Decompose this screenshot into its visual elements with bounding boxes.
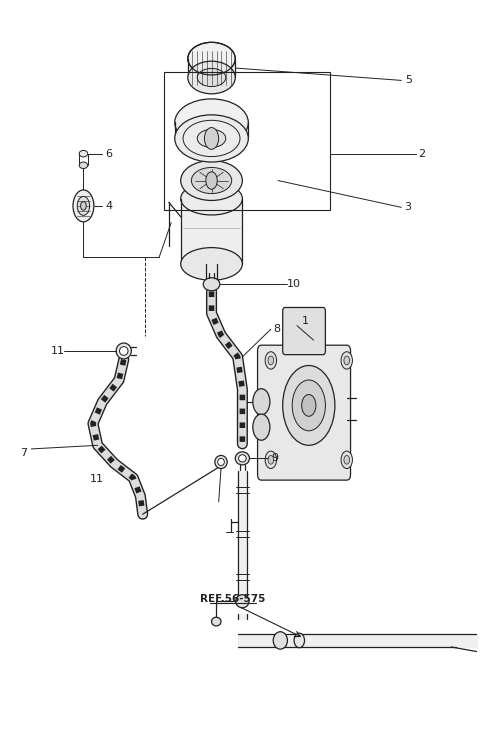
Circle shape <box>206 172 217 189</box>
Text: 5: 5 <box>405 75 412 86</box>
Circle shape <box>344 455 349 464</box>
Ellipse shape <box>188 42 235 75</box>
Ellipse shape <box>236 595 249 607</box>
Ellipse shape <box>203 278 220 291</box>
Text: 11: 11 <box>51 346 65 356</box>
Ellipse shape <box>120 346 128 355</box>
Text: 11: 11 <box>90 474 104 485</box>
Ellipse shape <box>116 343 132 359</box>
Ellipse shape <box>273 632 288 649</box>
Text: 3: 3 <box>404 202 411 212</box>
Ellipse shape <box>235 452 250 465</box>
Circle shape <box>253 389 270 414</box>
Circle shape <box>292 380 325 431</box>
Ellipse shape <box>294 633 304 648</box>
Text: 8: 8 <box>274 325 281 334</box>
Ellipse shape <box>197 69 226 86</box>
Circle shape <box>204 127 219 149</box>
FancyBboxPatch shape <box>283 308 325 355</box>
Circle shape <box>341 451 352 469</box>
Ellipse shape <box>180 161 242 200</box>
Circle shape <box>301 395 316 416</box>
Text: 6: 6 <box>106 148 112 159</box>
Ellipse shape <box>180 182 242 215</box>
Circle shape <box>268 455 274 464</box>
Circle shape <box>344 356 349 365</box>
Ellipse shape <box>175 115 248 162</box>
FancyBboxPatch shape <box>258 345 350 480</box>
Ellipse shape <box>79 162 88 169</box>
Circle shape <box>268 356 274 365</box>
Text: REF.56-575: REF.56-575 <box>200 594 265 604</box>
Text: 10: 10 <box>287 279 300 289</box>
Bar <box>164 72 330 210</box>
Circle shape <box>283 366 335 445</box>
Circle shape <box>341 352 352 369</box>
Ellipse shape <box>175 99 248 146</box>
Text: 4: 4 <box>106 201 113 211</box>
Circle shape <box>77 197 90 216</box>
Circle shape <box>265 451 276 469</box>
Text: 2: 2 <box>418 148 425 159</box>
Text: 7: 7 <box>21 447 28 458</box>
Circle shape <box>253 414 270 440</box>
Ellipse shape <box>218 458 224 466</box>
Text: 9: 9 <box>271 453 278 463</box>
Ellipse shape <box>197 129 226 148</box>
Ellipse shape <box>180 248 242 280</box>
Ellipse shape <box>215 455 227 469</box>
Circle shape <box>265 352 276 369</box>
Bar <box>180 199 242 264</box>
Circle shape <box>81 202 86 211</box>
Ellipse shape <box>239 455 246 462</box>
Ellipse shape <box>192 167 232 194</box>
Ellipse shape <box>188 61 235 94</box>
Circle shape <box>73 190 94 222</box>
Ellipse shape <box>79 151 88 157</box>
Ellipse shape <box>212 617 221 626</box>
Text: 1: 1 <box>302 316 309 325</box>
